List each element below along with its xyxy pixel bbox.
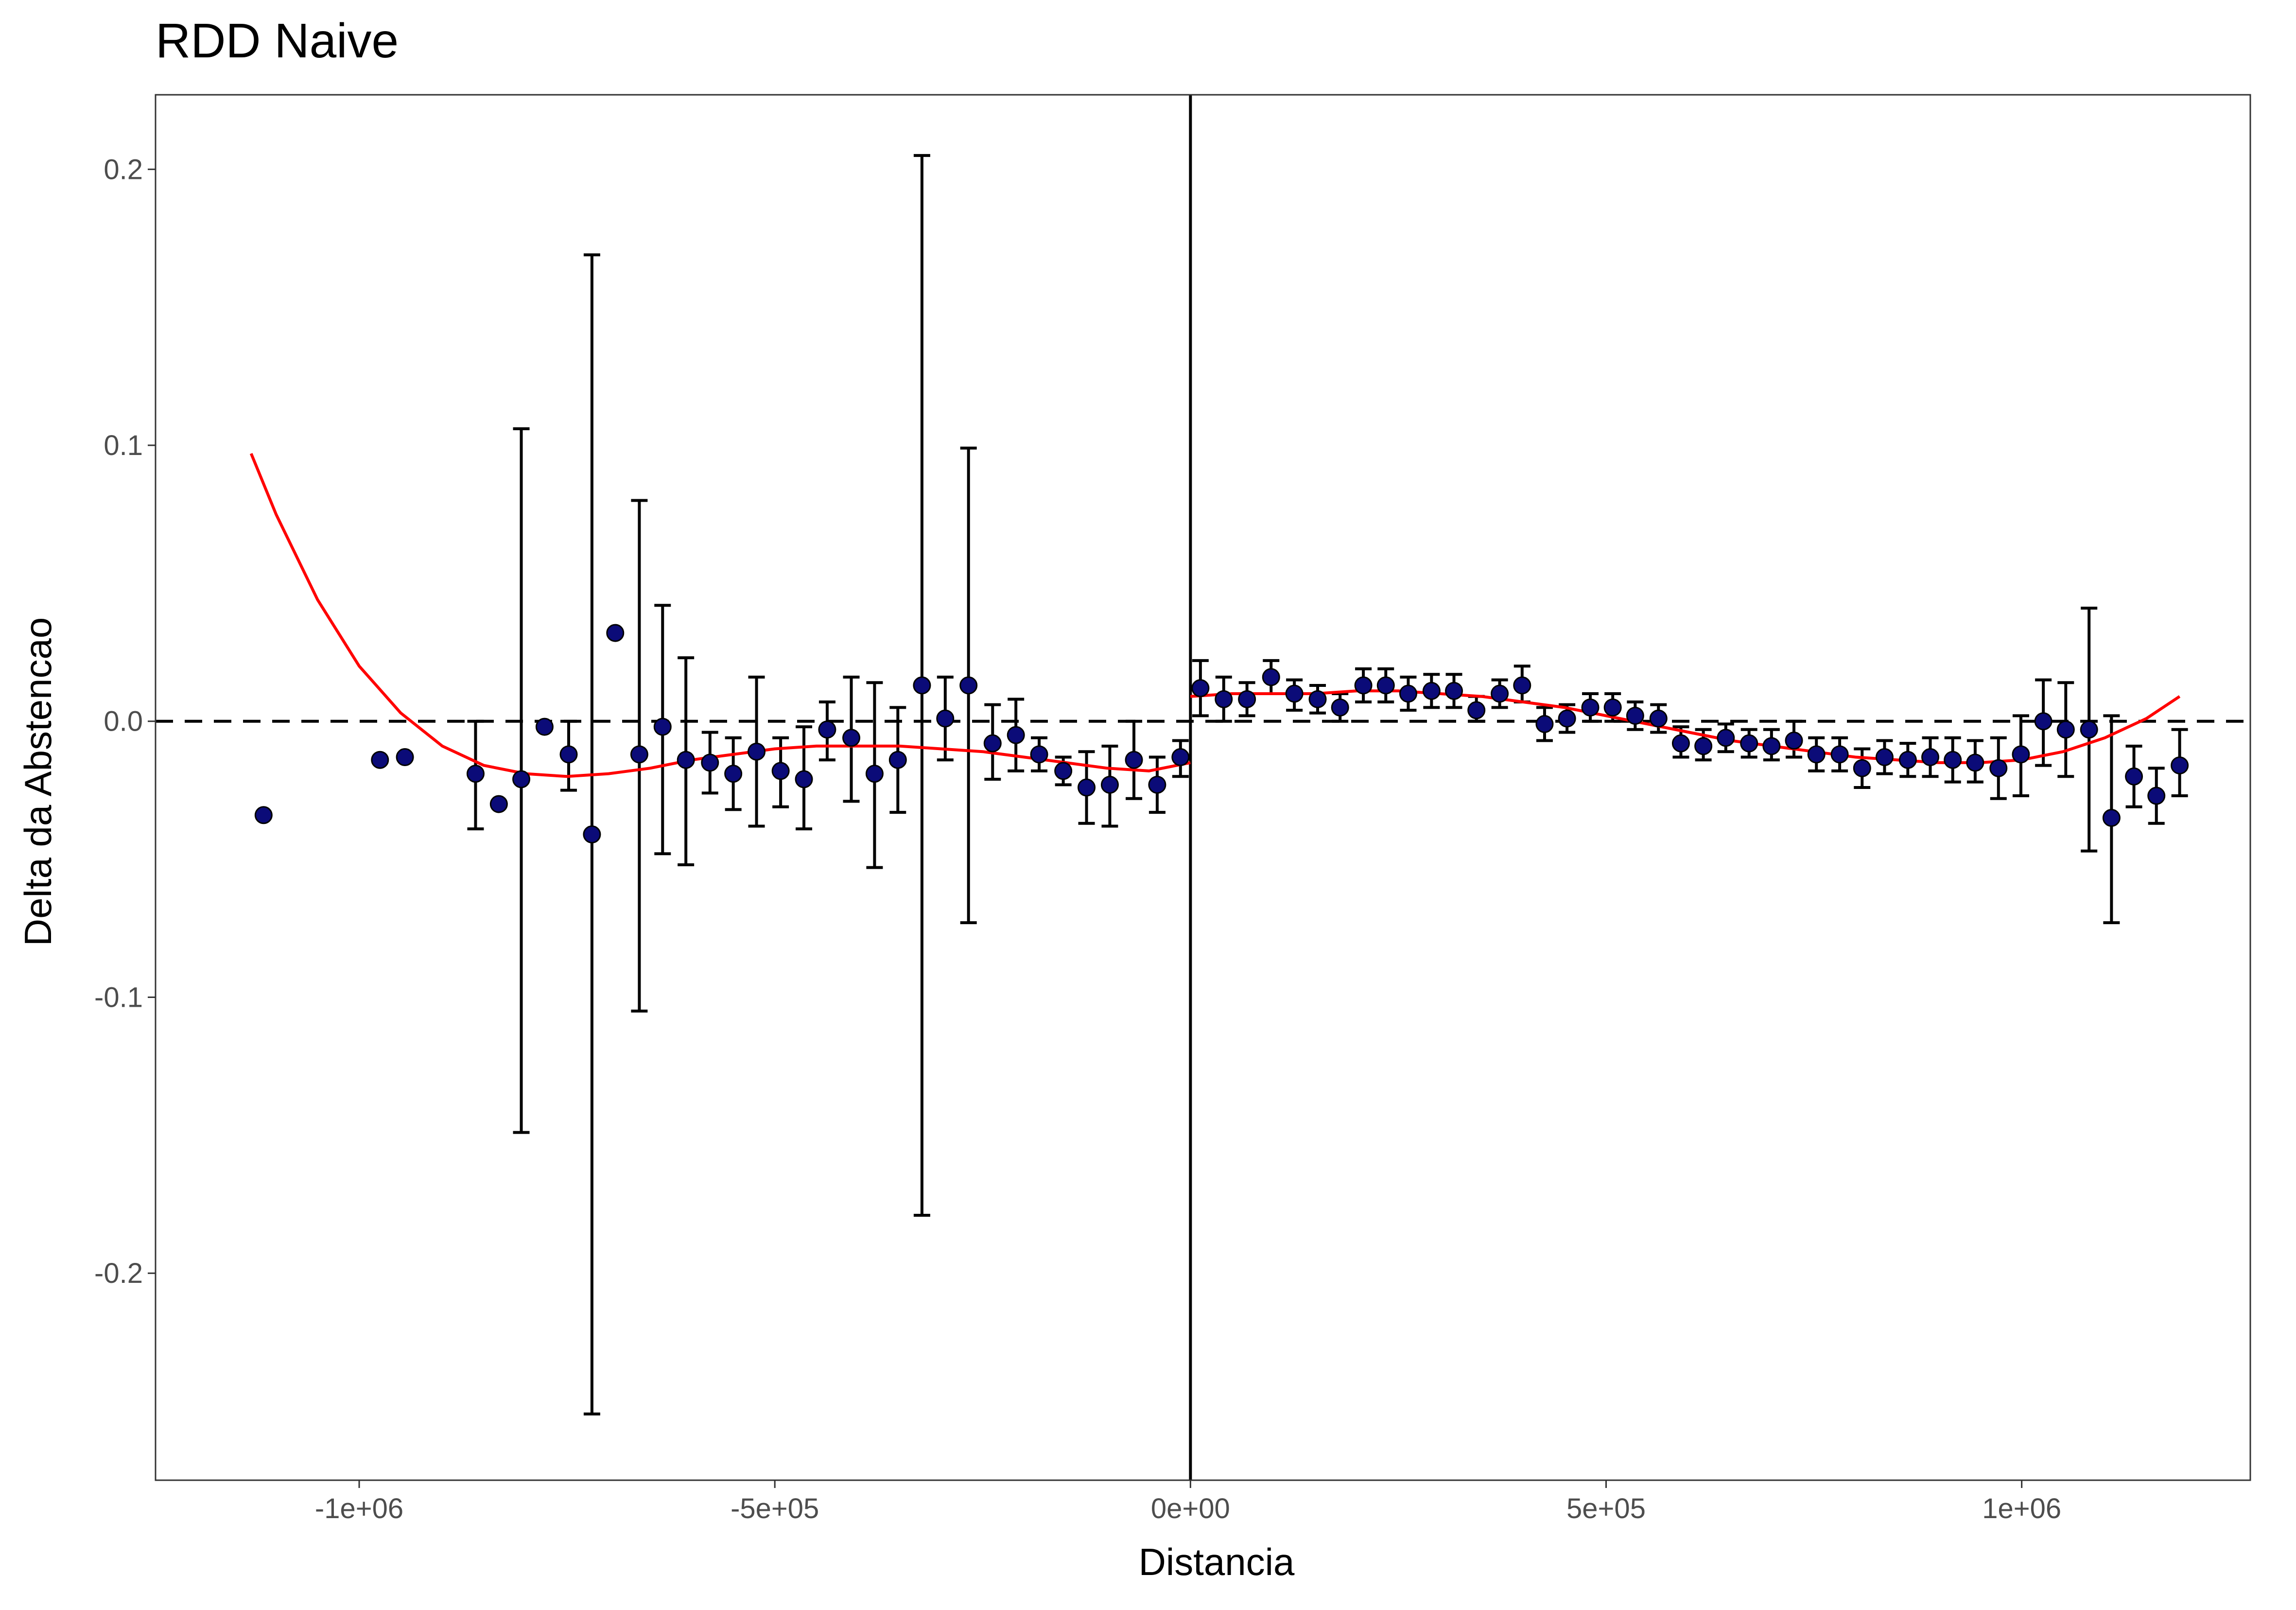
data-point (1944, 751, 1962, 769)
data-point (1558, 709, 1576, 728)
x-tick-label: 0e+00 (1151, 1493, 1230, 1524)
data-point (2080, 720, 2098, 739)
data-point (559, 745, 578, 764)
data-point (1694, 737, 1713, 755)
data-point (1921, 748, 1940, 767)
data-point (1191, 679, 1210, 698)
data-point (2171, 756, 2189, 775)
data-point (1171, 748, 1190, 767)
x-tick-label: 1e+06 (1982, 1493, 2061, 1524)
data-point (1649, 709, 1668, 728)
data-point (1354, 676, 1373, 695)
data-point (1762, 737, 1781, 755)
data-point (1535, 715, 1554, 733)
data-point (842, 729, 861, 747)
data-point (1966, 753, 1984, 772)
y-tick-label: -0.2 (94, 1258, 143, 1289)
data-point (1054, 762, 1073, 780)
chart-title: RDD Naive (156, 14, 399, 68)
data-point (1513, 676, 1531, 695)
data-point (1717, 729, 1735, 747)
data-point (959, 676, 978, 695)
y-axis-title: Delta da Abstencao (17, 617, 59, 946)
data-point (1467, 701, 1486, 719)
data-point (535, 718, 554, 736)
data-point (254, 806, 273, 824)
data-point (1308, 690, 1327, 708)
data-point (1898, 751, 1917, 769)
data-point (1581, 698, 1600, 717)
data-point (1491, 684, 1509, 703)
data-point (2034, 712, 2052, 731)
data-point (2147, 787, 2166, 805)
data-point (748, 742, 766, 761)
data-point (1740, 734, 1758, 752)
data-point (1125, 751, 1143, 769)
data-point (1331, 698, 1349, 717)
y-tick-label: -0.1 (94, 981, 143, 1013)
data-point (1148, 775, 1166, 794)
x-tick-label: 5e+05 (1566, 1493, 1646, 1524)
data-point (983, 734, 1002, 752)
data-point (1007, 726, 1025, 744)
data-point (1100, 775, 1119, 794)
data-point (2102, 808, 2121, 827)
data-point (795, 770, 813, 788)
data-point (396, 748, 414, 767)
data-point (489, 795, 508, 813)
data-point (888, 751, 907, 769)
data-point (1853, 759, 1871, 777)
x-tick-label: -5e+05 (731, 1493, 819, 1524)
x-axis-title: Distancia (1139, 1540, 1295, 1583)
data-point (1376, 676, 1395, 695)
data-point (1238, 690, 1256, 708)
data-point (1262, 668, 1280, 686)
data-point (1626, 706, 1644, 725)
y-tick-label: 0.0 (104, 706, 143, 737)
data-point (2125, 767, 2143, 786)
data-point (2056, 720, 2075, 739)
data-point (913, 676, 931, 695)
data-point (818, 720, 836, 739)
data-point (1603, 698, 1622, 717)
data-point (630, 745, 648, 764)
plot-area: -1e+06 -5e+05 0e+00 5e+05 1e+06 0.2 0.1 0.0 -0.1… (94, 94, 2251, 1524)
data-point (371, 751, 389, 769)
data-point (1785, 731, 1803, 750)
data-point (583, 825, 601, 844)
data-point (1030, 745, 1048, 764)
y-tick-label: 0.1 (104, 430, 143, 461)
data-point (771, 762, 790, 780)
y-tick-label: 0.2 (104, 154, 143, 185)
data-point (1807, 745, 1826, 764)
data-point (1671, 734, 1690, 752)
data-point (2012, 745, 2030, 764)
data-point (936, 709, 955, 728)
data-point (512, 770, 531, 788)
data-point (1989, 759, 2008, 777)
data-point (677, 751, 695, 769)
x-tick-label: -1e+06 (315, 1493, 403, 1524)
data-point (1215, 690, 1233, 708)
data-point (1422, 682, 1441, 700)
data-point (1399, 684, 1417, 703)
data-point (724, 765, 743, 783)
data-point (701, 753, 719, 772)
data-point (1875, 748, 1894, 767)
data-point (1445, 682, 1463, 700)
data-point (466, 765, 485, 783)
data-point (606, 624, 625, 642)
data-point (1830, 745, 1849, 764)
data-point (1078, 778, 1096, 797)
data-point (1285, 684, 1304, 703)
data-point (653, 718, 672, 736)
data-point (865, 765, 884, 783)
plot-panel-border (155, 94, 2251, 1481)
